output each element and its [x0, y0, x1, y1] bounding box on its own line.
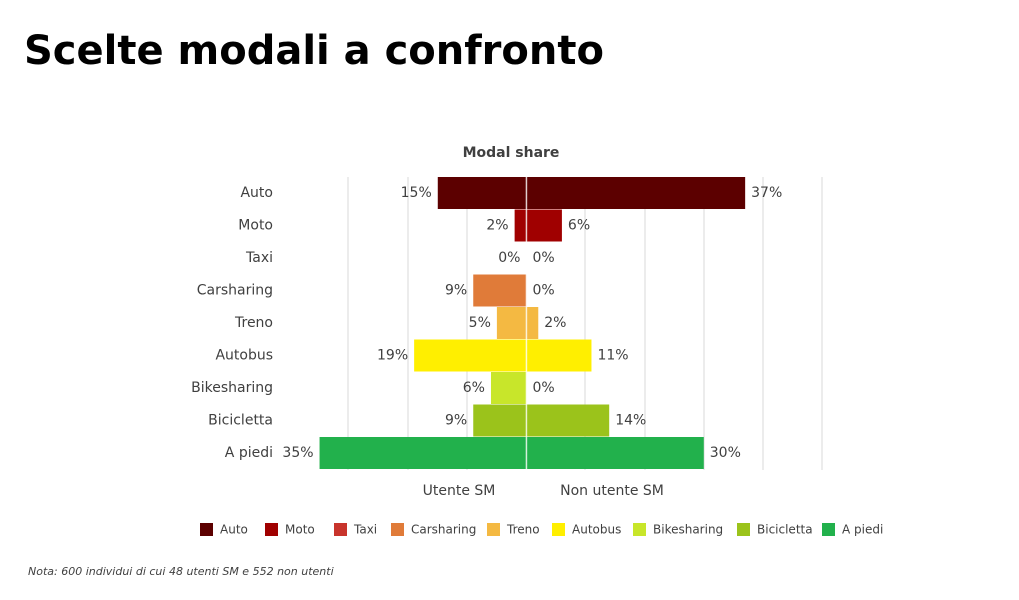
value-label: 37% [751, 185, 782, 201]
legend-label: Treno [506, 523, 540, 537]
value-label: 6% [463, 380, 485, 396]
legend-label: Bikesharing [653, 523, 723, 537]
category-label: Auto [240, 185, 273, 201]
bar [526, 404, 610, 437]
bar [437, 177, 527, 209]
series-label: Non utente SM [560, 483, 664, 499]
legend-label: Autobus [572, 523, 621, 537]
category-label: Taxi [245, 250, 273, 266]
legend-label: A piedi [842, 523, 883, 537]
page-title: Scelte modali a confronto [24, 28, 604, 74]
bar [473, 274, 527, 307]
legend-label: Auto [220, 523, 248, 537]
value-label: 14% [615, 413, 646, 429]
value-label: 9% [445, 283, 467, 299]
legend-swatch [487, 523, 500, 536]
bar [490, 372, 527, 404]
category-label: Autobus [215, 348, 273, 364]
value-label: 2% [486, 218, 508, 234]
value-label: 0% [532, 283, 554, 299]
bar [526, 339, 592, 372]
value-label: 11% [597, 348, 628, 364]
bar [526, 209, 562, 242]
value-label: 5% [469, 315, 491, 331]
series-label: Utente SM [423, 483, 496, 499]
legend-swatch [737, 523, 750, 536]
legend-label: Carsharing [411, 523, 476, 537]
legend-swatch [334, 523, 347, 536]
bar [319, 437, 527, 469]
value-label: 9% [445, 413, 467, 429]
legend-swatch [552, 523, 565, 536]
category-label: Carsharing [197, 283, 273, 299]
chart-title: Modal share [463, 145, 560, 161]
note: Nota: 600 individui di cui 48 utenti SM … [28, 565, 334, 578]
value-label: 19% [377, 348, 408, 364]
legend-label: Moto [285, 523, 315, 537]
value-label: 0% [498, 250, 520, 266]
category-label: Treno [234, 315, 273, 331]
category-label: Bicicletta [208, 413, 273, 429]
bar [514, 209, 527, 242]
legend-label: Taxi [353, 523, 377, 537]
bar [526, 177, 746, 209]
legend-swatch [391, 523, 404, 536]
category-label: A piedi [225, 445, 273, 461]
category-label: Bikesharing [191, 380, 273, 396]
value-label: 15% [401, 185, 432, 201]
legend-swatch [822, 523, 835, 536]
value-label: 35% [282, 445, 313, 461]
value-label: 0% [532, 250, 554, 266]
bar [496, 307, 527, 339]
legend-swatch [265, 523, 278, 536]
legend-label: Bicicletta [757, 523, 813, 537]
value-label: 2% [544, 315, 566, 331]
legend-swatch [633, 523, 646, 536]
grid [347, 177, 823, 470]
bar [526, 437, 704, 469]
value-label: 30% [710, 445, 741, 461]
value-label: 0% [532, 380, 554, 396]
bar [473, 404, 527, 437]
bar [526, 307, 539, 339]
legend-swatch [200, 523, 213, 536]
value-label: 6% [568, 218, 590, 234]
bar [414, 339, 527, 372]
category-label: Moto [238, 218, 273, 234]
